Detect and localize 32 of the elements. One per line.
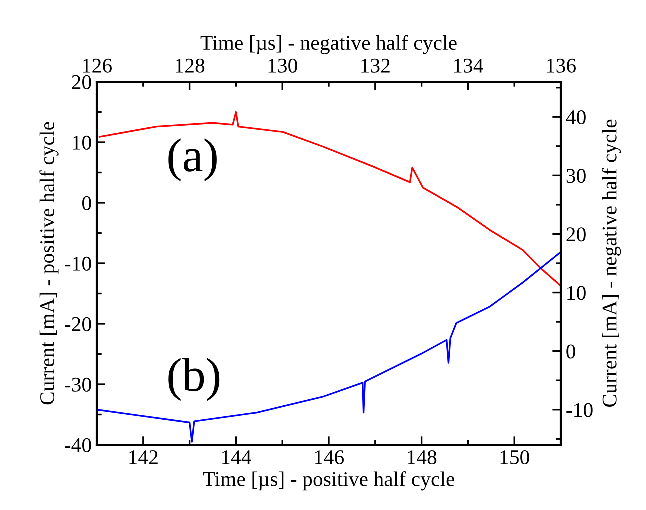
y-tick-label: 0 [82,196,92,210]
y2-tick-label: 20 [566,228,586,242]
y2-axis-title: Current [mA] - negative half cycle [602,120,622,407]
x2-axis-title: Time [µs] - negative half cycle [200,35,457,54]
line-series [98,111,561,286]
y-tick-label: -20 [65,317,92,332]
x-tick-label: 146 [315,450,344,465]
annotation: (a) [168,138,217,182]
y-axis-title: Current [mA] - positive half cycle [40,122,59,405]
y2-tick-label: 0 [566,344,576,359]
y2-tick-label: -10 [566,403,593,418]
x2-tick-label: 126 [83,58,112,73]
x2-tick-label: 130 [268,58,298,73]
y-tick-label: -30 [65,378,92,392]
y-tick-label: 10 [73,136,92,150]
x2-tick-label: 136 [547,58,576,73]
y2-tick-label: 40 [566,110,586,125]
y2-tick-label: 10 [568,286,586,300]
x2-tick-label: 134 [454,58,484,73]
x-tick-label: 142 [130,450,158,464]
line-series [97,252,561,443]
x2-tick-label: 132 [362,58,390,73]
y2-tick-label: 30 [566,169,586,184]
x2-tick-label: 128 [176,58,205,73]
y-tick-label: -40 [65,438,92,452]
x-tick-label: 144 [222,450,252,464]
y-tick-label: -10 [65,256,92,271]
y-tick-label: 20 [72,75,92,90]
x-tick-label: 150 [500,450,530,465]
x-axis-title: Time [µs] - positive half cycle [203,472,455,491]
annotation: (b) [168,358,220,402]
x-tick-label: 148 [408,450,437,465]
